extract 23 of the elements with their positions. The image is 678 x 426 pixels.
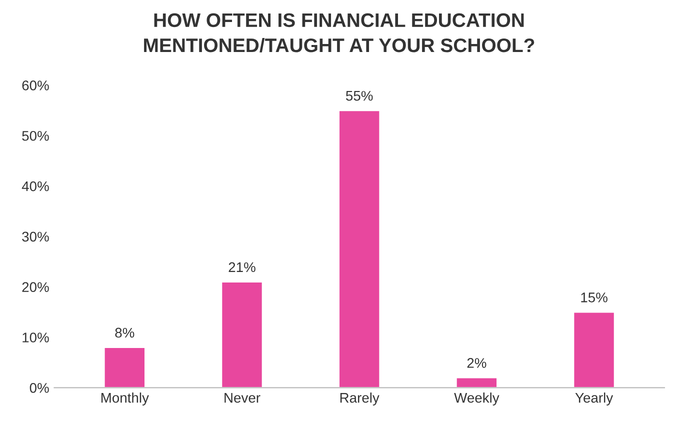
x-tick-label: Yearly [575, 392, 614, 406]
y-tick-label: 40% [22, 181, 49, 192]
y-tick-label: 20% [22, 282, 49, 292]
bar [338, 110, 381, 388]
x-tick-label: Weekly [454, 392, 500, 406]
y-tick-label: 10% [22, 332, 49, 342]
x-tick-label: Rarely [340, 392, 380, 406]
bar [220, 281, 264, 388]
x-tick-label: Monthly [101, 392, 149, 406]
chart-title: HOW OFTEN IS FINANCIAL EDUCATION MENTIONED/TAUGHT AT YOUR SCHOOL? [144, 13, 534, 52]
data-label: 55% [346, 90, 373, 101]
y-tick-label: 60% [22, 80, 49, 90]
y-tick-label: 30% [22, 232, 49, 242]
data-label: 2% [467, 358, 486, 368]
x-tick-label: Never [224, 393, 260, 403]
bar [103, 346, 146, 388]
data-label: 8% [115, 328, 134, 338]
y-tick-label: 0% [30, 382, 49, 393]
data-label: 15% [581, 292, 608, 302]
bar [455, 376, 498, 388]
y-tick-label: 50% [22, 130, 49, 141]
bar [572, 311, 616, 388]
data-label: 21% [228, 262, 256, 272]
